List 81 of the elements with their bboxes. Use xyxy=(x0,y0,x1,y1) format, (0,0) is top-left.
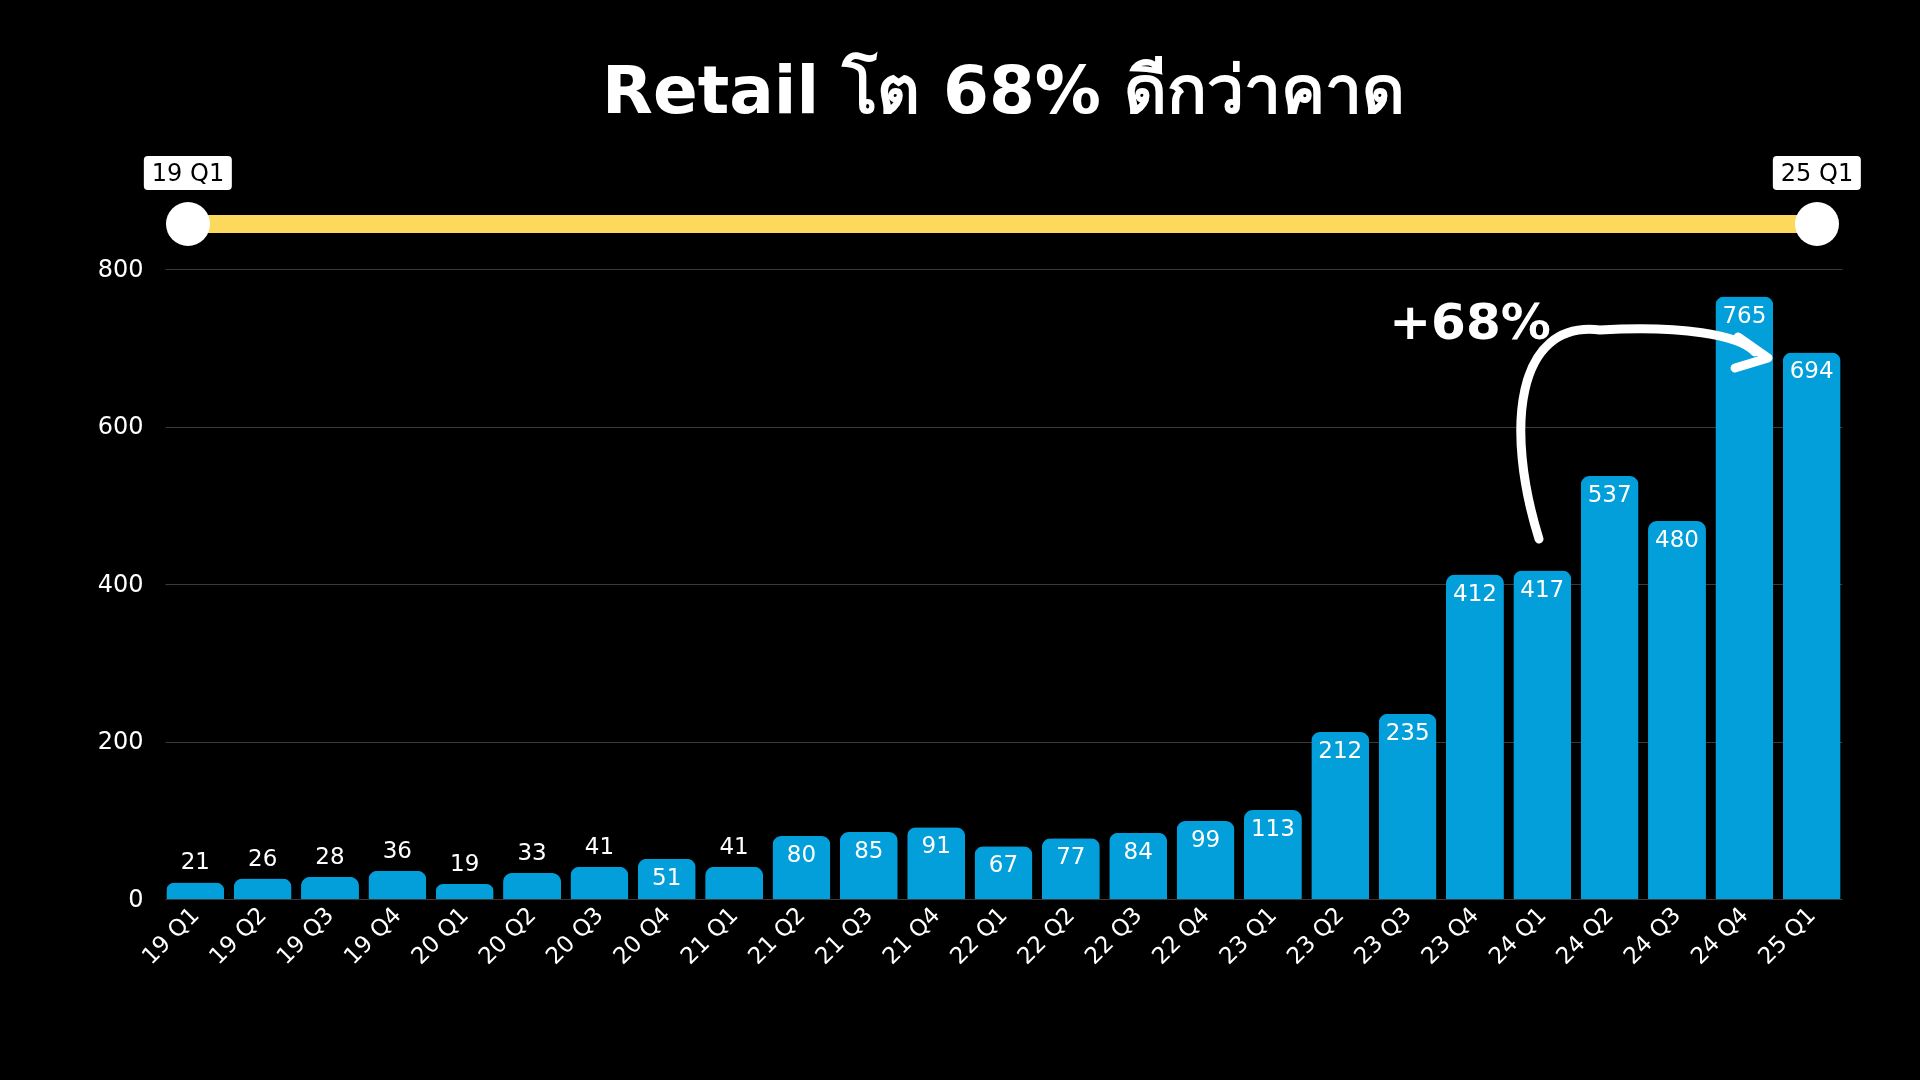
data-label: 537 xyxy=(1587,481,1632,508)
data-label: 417 xyxy=(1520,575,1565,602)
data-label: 85 xyxy=(854,837,884,864)
y-tick-label: 800 xyxy=(97,254,144,283)
bar xyxy=(233,878,292,899)
x-tick-label: 20 Q2 xyxy=(473,901,541,970)
text: 25 Q1 xyxy=(1772,156,1862,190)
x-tick-label: 24 Q3 xyxy=(1618,901,1686,970)
bar xyxy=(705,866,764,899)
bar xyxy=(1378,713,1437,899)
data-label: 67 xyxy=(988,851,1019,878)
x-tick-label: 22 Q2 xyxy=(1011,901,1080,970)
data-label: 21 xyxy=(180,848,210,875)
x-tick-label: 23 Q2 xyxy=(1281,901,1349,970)
x-tick-label: 23 Q4 xyxy=(1416,901,1484,970)
data-label: 212 xyxy=(1318,737,1363,764)
bar xyxy=(1715,296,1774,899)
x-tick-label: 24 Q1 xyxy=(1483,901,1551,970)
bar xyxy=(1041,838,1100,899)
y-tick-label: 0 xyxy=(128,884,144,913)
data-label: 480 xyxy=(1655,526,1699,552)
y-tick-label: 400 xyxy=(97,569,144,598)
data-label: 36 xyxy=(382,836,412,863)
data-label: 235 xyxy=(1385,718,1430,745)
data-label: 765 xyxy=(1722,301,1767,328)
bar xyxy=(839,832,898,899)
x-tick-label: 19 Q2 xyxy=(203,901,272,970)
bar xyxy=(1782,352,1841,899)
chart-title: Retail โต 68% ดีกว่าคาด xyxy=(602,51,1405,129)
x-tick-label: 22 Q3 xyxy=(1079,901,1147,970)
x-tick-label: 22 Q4 xyxy=(1146,901,1215,970)
x-tick-label: 24 Q4 xyxy=(1685,901,1753,970)
bar xyxy=(1445,574,1504,899)
bar xyxy=(1176,821,1235,899)
bar xyxy=(1243,810,1302,899)
bar xyxy=(301,876,359,899)
data-label: 33 xyxy=(517,839,547,866)
y-tick-label: 600 xyxy=(97,412,144,440)
bar xyxy=(570,866,629,899)
x-tick-label: 22 Q1 xyxy=(944,901,1012,970)
data-label: 77 xyxy=(1056,843,1086,870)
bar xyxy=(772,836,831,899)
bar xyxy=(1311,732,1370,899)
bar xyxy=(1648,521,1706,899)
bar xyxy=(1580,476,1639,899)
data-label: 41 xyxy=(719,832,749,859)
bar xyxy=(368,870,427,899)
x-tick-label: 20 Q1 xyxy=(405,901,474,970)
x-tick-label: 21 Q1 xyxy=(675,901,743,970)
x-tick-label: 21 Q2 xyxy=(742,901,810,970)
x-tick-label: 20 Q4 xyxy=(607,901,676,970)
x-tick-label: 21 Q3 xyxy=(809,901,878,970)
bar xyxy=(907,827,966,899)
x-tick-label: 19 Q4 xyxy=(338,901,406,970)
bar xyxy=(166,882,225,899)
bar xyxy=(1109,832,1168,899)
data-label: 26 xyxy=(248,844,278,871)
x-tick-label: 24 Q2 xyxy=(1550,901,1619,970)
data-label: 80 xyxy=(786,841,817,867)
x-tick-label: 20 Q3 xyxy=(540,901,608,970)
data-label: 28 xyxy=(315,842,345,869)
text: 19 Q1 xyxy=(143,156,233,190)
data-label: 19 xyxy=(450,850,480,877)
bar xyxy=(435,884,494,899)
data-label: 412 xyxy=(1452,579,1497,606)
data-label: 84 xyxy=(1123,837,1153,864)
y-tick-label: 200 xyxy=(97,727,144,755)
data-label: 99 xyxy=(1190,826,1221,853)
data-label: 41 xyxy=(584,832,615,859)
x-tick-label: 19 Q3 xyxy=(271,901,339,970)
annotation: +68% xyxy=(1388,292,1552,353)
data-label: 113 xyxy=(1250,815,1295,842)
x-tick-label: 25 Q1 xyxy=(1752,901,1821,970)
data-label: 694 xyxy=(1789,357,1834,384)
x-tick-label: 23 Q3 xyxy=(1348,901,1417,970)
data-label: 91 xyxy=(921,832,951,859)
data-label: 51 xyxy=(652,863,682,890)
bar xyxy=(503,873,562,899)
bar xyxy=(1513,570,1572,899)
x-tick-label: 23 Q1 xyxy=(1213,901,1282,970)
x-tick-label: 21 Q4 xyxy=(877,901,945,970)
